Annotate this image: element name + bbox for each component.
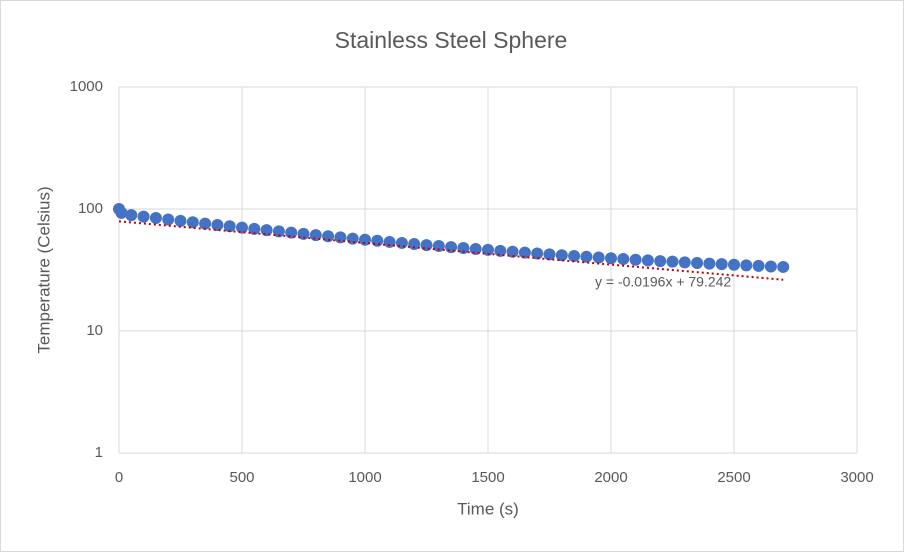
x-tick-label: 2500	[717, 469, 750, 486]
data-point	[322, 230, 335, 243]
x-tick-label: 3000	[840, 469, 873, 486]
data-point	[654, 255, 667, 268]
trendline	[118, 220, 784, 281]
x-tick-label: 0	[115, 469, 123, 486]
data-point	[469, 243, 482, 256]
data-point	[211, 218, 224, 231]
data-point	[482, 243, 494, 256]
trendline-equation: y = -0.0196x + 79.242	[595, 274, 731, 290]
data-point	[260, 224, 273, 237]
data-point	[641, 254, 654, 267]
data-point	[371, 234, 384, 247]
data-point	[629, 253, 642, 266]
data-point	[703, 257, 716, 270]
chart-title: Stainless Steel Sphere	[335, 27, 568, 53]
data-point	[740, 259, 753, 272]
data-point	[199, 217, 212, 230]
y-tick-label: 100	[78, 200, 103, 217]
y-tick-label: 1000	[70, 78, 103, 95]
x-tick-label: 500	[229, 469, 254, 486]
data-point	[149, 212, 162, 225]
data-point	[162, 213, 175, 226]
data-point	[752, 259, 765, 272]
data-point	[580, 250, 593, 263]
data-point	[346, 232, 359, 245]
data-point	[186, 216, 199, 229]
data-point	[592, 251, 605, 264]
data-point	[617, 253, 630, 266]
data-point	[115, 206, 128, 219]
data-point	[691, 256, 704, 269]
data-point	[568, 249, 581, 262]
data-point	[506, 245, 519, 258]
data-point	[678, 256, 691, 269]
data-point	[518, 246, 531, 259]
data-point	[457, 241, 470, 254]
x-tick-label: 1000	[348, 469, 381, 486]
data-point	[543, 248, 556, 261]
data-point	[420, 239, 433, 252]
x-tick-label: 2000	[594, 469, 627, 486]
data-point	[236, 221, 248, 234]
data-point	[432, 240, 445, 253]
data-point	[297, 227, 310, 240]
data-point	[777, 260, 790, 273]
data-point	[272, 225, 285, 238]
data-point	[248, 222, 261, 235]
data-point	[666, 255, 679, 268]
y-axis-label: Temperature (Celsius)	[34, 186, 53, 353]
data-point	[395, 236, 408, 249]
data-point	[531, 247, 544, 260]
x-axis-label: Time (s)	[457, 499, 519, 518]
data-point	[285, 226, 298, 239]
data-point	[555, 249, 568, 262]
data-point	[728, 258, 740, 271]
x-tick-label: 1500	[471, 469, 504, 486]
data-point	[137, 210, 150, 223]
data-point	[125, 209, 138, 222]
data-point	[359, 233, 371, 246]
data-point	[715, 258, 728, 271]
data-point	[408, 238, 421, 251]
data-point	[383, 235, 396, 248]
y-tick-label: 10	[86, 322, 103, 339]
data-point	[494, 244, 507, 257]
y-tick-label: 1	[95, 444, 103, 461]
data-point	[605, 252, 617, 265]
data-point	[223, 220, 236, 233]
data-point	[445, 241, 458, 254]
data-point	[764, 260, 777, 273]
data-point	[174, 214, 187, 227]
